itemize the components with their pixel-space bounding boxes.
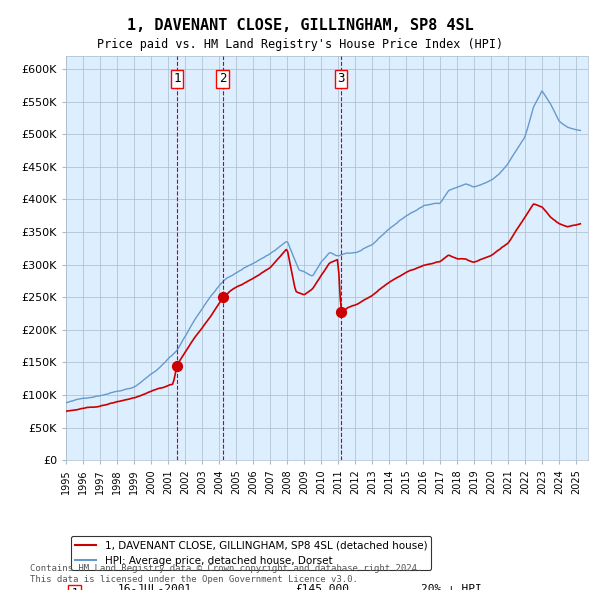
Point xyxy=(172,361,182,371)
Text: 2: 2 xyxy=(219,72,226,85)
Text: 3: 3 xyxy=(337,72,345,85)
Text: Price paid vs. HM Land Registry's House Price Index (HPI): Price paid vs. HM Land Registry's House … xyxy=(97,38,503,51)
Text: 20% ↓ HPI: 20% ↓ HPI xyxy=(421,584,482,590)
Bar xyxy=(177,56,223,460)
Text: 1: 1 xyxy=(71,588,78,590)
Text: Contains HM Land Registry data © Crown copyright and database right 2024.: Contains HM Land Registry data © Crown c… xyxy=(30,565,422,573)
Text: 1, DAVENANT CLOSE, GILLINGHAM, SP8 4SL: 1, DAVENANT CLOSE, GILLINGHAM, SP8 4SL xyxy=(127,18,473,32)
Text: This data is licensed under the Open Government Licence v3.0.: This data is licensed under the Open Gov… xyxy=(30,575,358,584)
Bar xyxy=(341,56,588,460)
Text: 1: 1 xyxy=(173,72,181,85)
Legend: 1, DAVENANT CLOSE, GILLINGHAM, SP8 4SL (detached house), HPI: Average price, det: 1, DAVENANT CLOSE, GILLINGHAM, SP8 4SL (… xyxy=(71,536,431,570)
Text: £145,000: £145,000 xyxy=(296,584,350,590)
Text: 16-JUL-2001: 16-JUL-2001 xyxy=(118,584,193,590)
Point xyxy=(218,293,227,302)
Point xyxy=(337,307,346,317)
